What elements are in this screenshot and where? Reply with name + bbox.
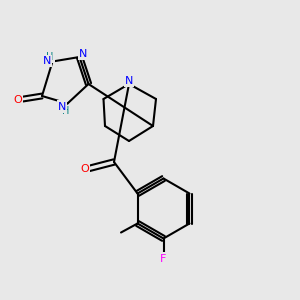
Text: O: O [14, 94, 22, 105]
Text: H: H [62, 106, 70, 116]
Text: H: H [46, 52, 54, 62]
Text: N: N [43, 56, 51, 66]
Text: O: O [80, 164, 89, 174]
Text: N: N [125, 76, 133, 86]
Text: N: N [79, 49, 87, 59]
Text: N: N [58, 101, 66, 112]
Text: F: F [160, 254, 167, 264]
